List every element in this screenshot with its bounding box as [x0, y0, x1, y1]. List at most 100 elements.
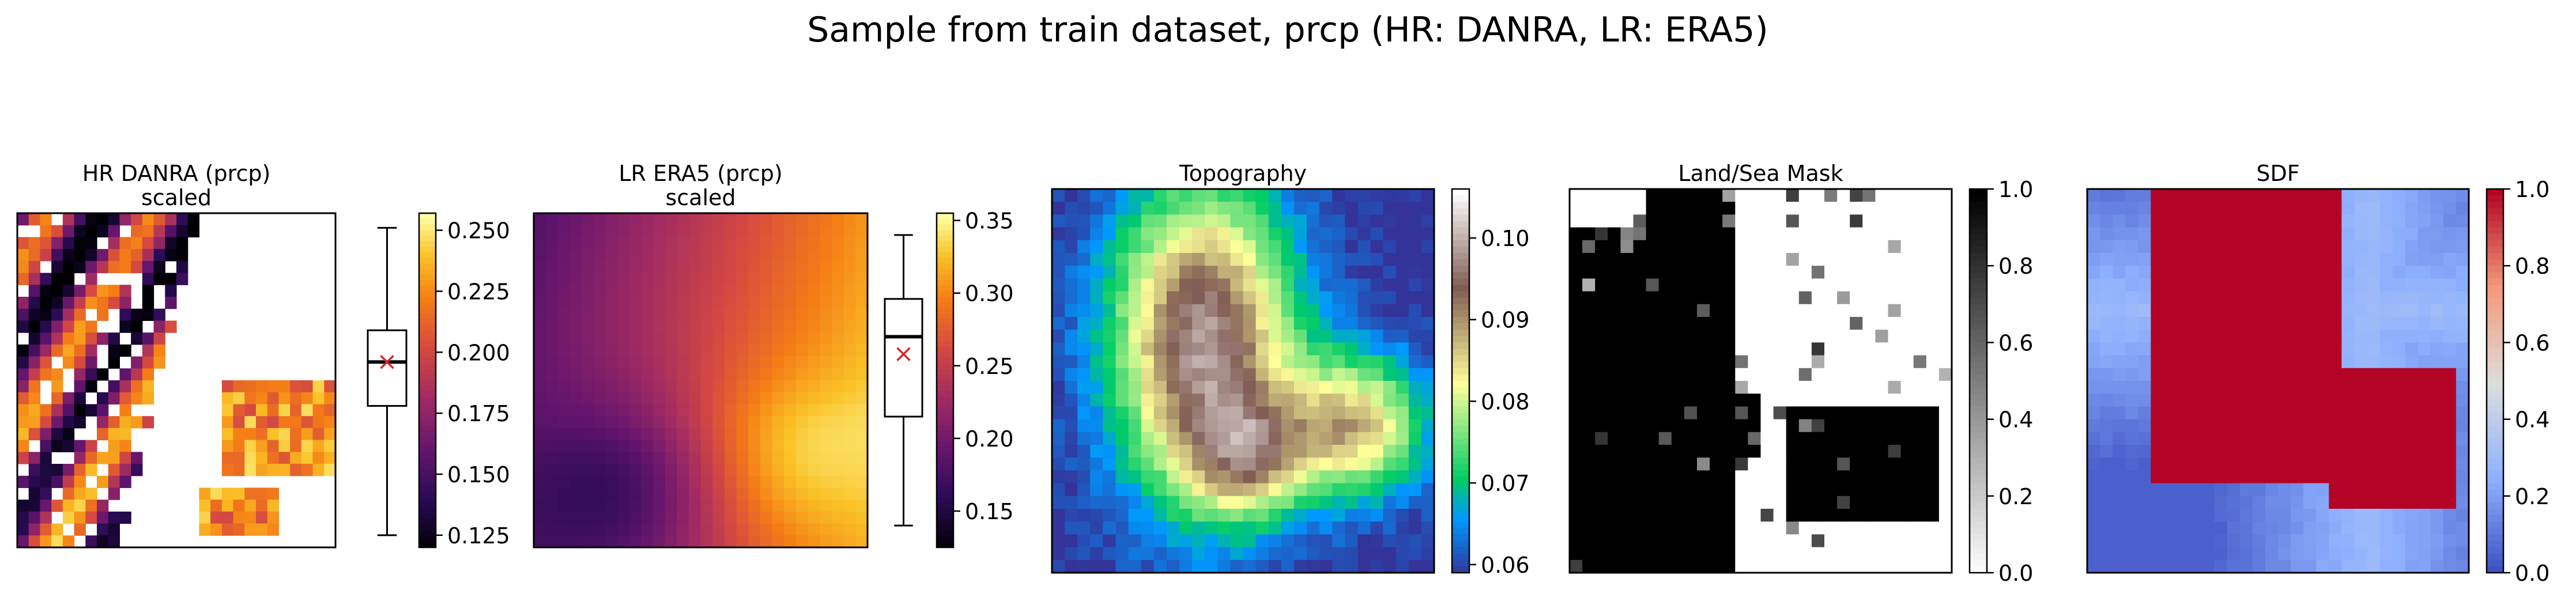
heatmap-cell — [142, 380, 154, 393]
heatmap-cell — [2291, 470, 2304, 484]
heatmap-cell — [1192, 189, 1205, 202]
heatmap-cell — [1811, 214, 1825, 228]
heatmap-cell — [1319, 381, 1333, 394]
heatmap-cell — [2417, 394, 2431, 407]
heatmap-cell — [1850, 317, 1863, 330]
heatmap-cell — [641, 475, 654, 489]
heatmap-cell — [1128, 470, 1142, 484]
colorbar-slice — [1970, 266, 1987, 273]
heatmap-cell — [2443, 227, 2457, 241]
heatmap-cell — [2113, 202, 2126, 215]
heatmap-cell — [2329, 342, 2342, 356]
heatmap-cell — [2405, 559, 2419, 573]
colorbar-slice — [937, 414, 953, 420]
heatmap-cell — [256, 392, 268, 405]
heatmap-cell — [593, 249, 606, 262]
heatmap-cell — [2367, 559, 2381, 573]
heatmap-cell — [2303, 470, 2317, 484]
heatmap-cell — [724, 273, 737, 285]
heatmap-cell — [1396, 406, 1409, 420]
heatmap-cell — [1938, 521, 1952, 535]
heatmap-cell — [2405, 419, 2419, 433]
heatmap-cell — [1633, 202, 1647, 215]
heatmap-cell — [1293, 457, 1307, 471]
heatmap-cell — [795, 392, 809, 405]
heatmap-cell — [153, 273, 165, 285]
colorbar-slice — [419, 408, 436, 414]
heatmap-cell — [1582, 445, 1596, 458]
heatmap-cell — [1658, 227, 1672, 241]
heatmap-cell — [1077, 457, 1091, 471]
heatmap-cell — [2354, 291, 2368, 305]
heatmap-cell — [1811, 330, 1825, 343]
heatmap-cell — [557, 464, 570, 477]
heatmap-cell — [1900, 406, 1914, 420]
heatmap-cell — [2316, 534, 2329, 548]
heatmap-cell — [290, 392, 302, 405]
heatmap-cell — [1281, 342, 1295, 356]
heatmap-cell — [1595, 432, 1608, 445]
colorbar-slice — [1970, 221, 1987, 228]
heatmap-cell — [1281, 291, 1295, 305]
heatmap-cell — [51, 440, 63, 452]
heatmap-cell — [557, 344, 570, 357]
heatmap-cell — [1370, 355, 1384, 369]
heatmap-cell — [784, 392, 797, 405]
heatmap-cell — [2125, 521, 2139, 535]
heatmap-cell — [593, 368, 606, 381]
heatmap-cell — [290, 380, 302, 393]
heatmap-cell — [28, 285, 41, 297]
heatmap-cell — [1179, 457, 1193, 471]
heatmap-cell — [1595, 214, 1608, 228]
heatmap-cell — [40, 523, 52, 536]
heatmap-cell — [2151, 483, 2164, 497]
heatmap-cell — [795, 273, 809, 285]
heatmap-cell — [1735, 547, 1748, 561]
heatmap-cell — [1570, 457, 1583, 471]
heatmap-cell — [1065, 547, 1078, 561]
heatmap-cell — [677, 213, 689, 226]
heatmap-cell — [2189, 496, 2202, 509]
heatmap-cell — [545, 332, 558, 345]
heatmap-cell — [2456, 457, 2469, 471]
box-iqr — [884, 298, 923, 418]
heatmap-cell — [2329, 317, 2342, 330]
heatmap-cell — [808, 380, 820, 393]
colorbar-slice — [419, 335, 436, 342]
heatmap-cell — [165, 249, 177, 262]
heatmap-cell — [1722, 483, 1736, 497]
heatmap-cell — [51, 416, 63, 429]
heatmap-cell — [1658, 304, 1672, 317]
heatmap-cell — [1255, 521, 1269, 535]
heatmap-cell — [2151, 521, 2164, 535]
heatmap-cell — [688, 320, 701, 333]
heatmap-cell — [641, 416, 654, 429]
heatmap-cell — [1408, 355, 1422, 369]
heatmap-cell — [1192, 381, 1205, 394]
colorbar-slice — [937, 536, 953, 543]
heatmap-cell — [855, 487, 868, 500]
heatmap-cell — [28, 249, 41, 262]
heatmap-cell — [1408, 406, 1422, 420]
heatmap-cell — [1646, 355, 1659, 369]
heatmap-cell — [2367, 368, 2381, 381]
heatmap-cell — [1862, 227, 1876, 241]
heatmap-cell — [2239, 266, 2253, 279]
heatmap-cell — [40, 344, 52, 357]
heatmap-cell — [1319, 406, 1333, 420]
heatmap-cell — [1205, 266, 1218, 279]
heatmap-cell — [1875, 253, 1889, 266]
heatmap-cell — [2265, 547, 2279, 561]
heatmap-cell — [2176, 278, 2190, 292]
colorbar-slice — [1452, 509, 1469, 516]
heatmap-cell — [1710, 534, 1723, 548]
heatmap-cell — [2176, 240, 2190, 254]
heatmap-cell — [2239, 457, 2253, 471]
panel-title: SDF — [2256, 161, 2299, 186]
heatmap-cell — [1926, 368, 1940, 381]
heatmap-cell — [97, 500, 109, 512]
colorbar-slice — [419, 447, 436, 453]
heatmap-cell — [1319, 355, 1333, 369]
heatmap-cell — [2100, 266, 2113, 279]
heatmap-cell — [1293, 240, 1307, 254]
